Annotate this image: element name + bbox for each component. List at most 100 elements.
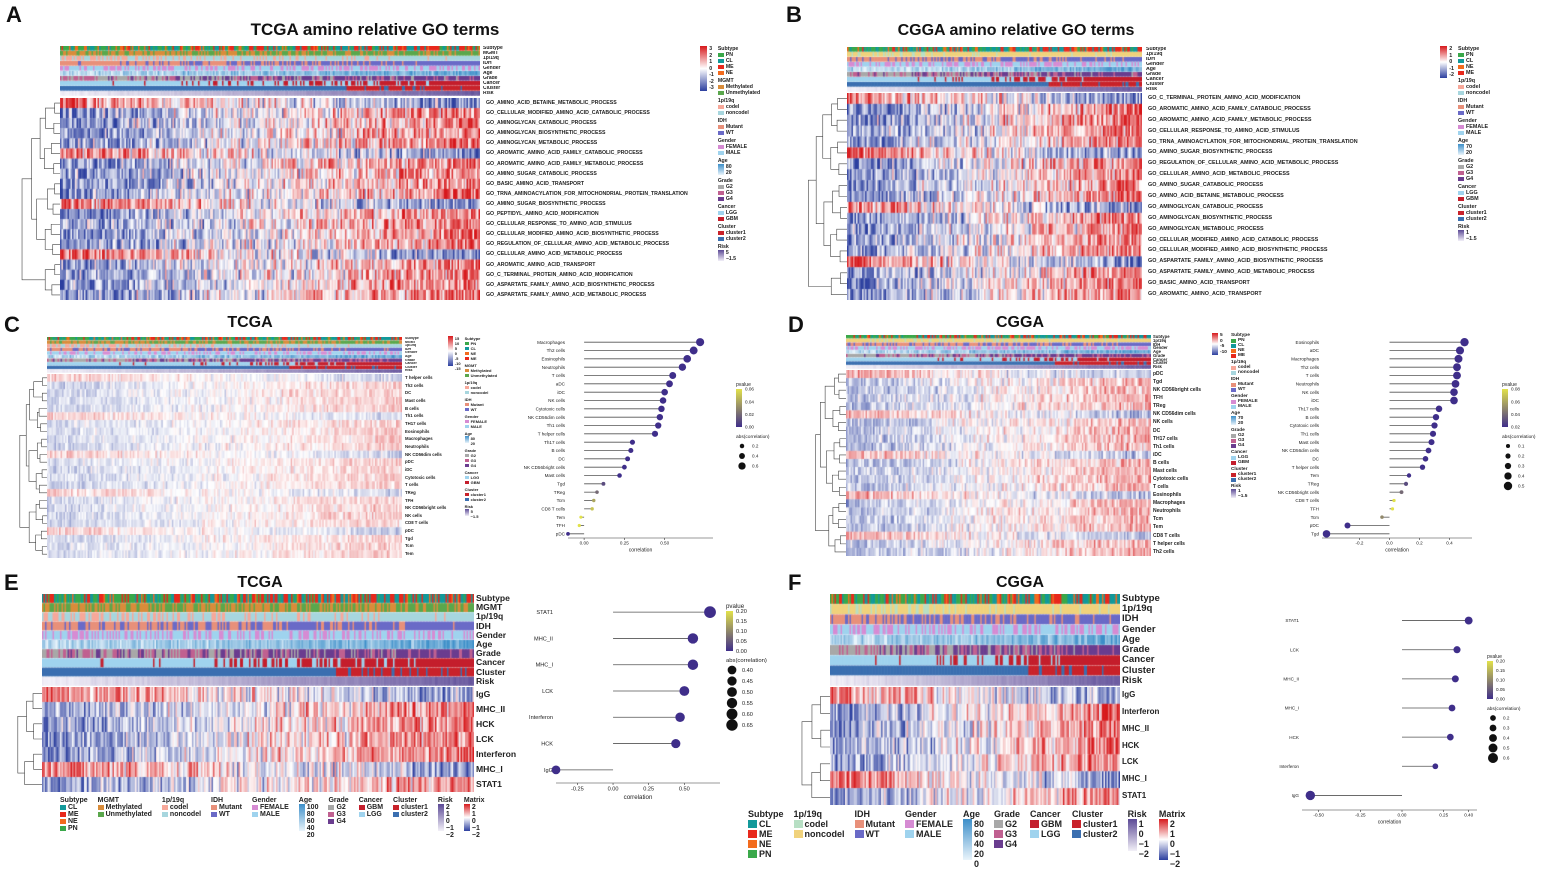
legend-item-label: cluster1: [470, 492, 486, 497]
row-label: Neutrophils: [1153, 508, 1181, 515]
legend-swatch: [717, 236, 724, 242]
annotation-label: Risk: [1146, 87, 1157, 92]
annotation-label: Gender: [1146, 62, 1165, 67]
legend-item: CL: [1457, 58, 1490, 64]
abs-legend-dot: [1488, 743, 1498, 753]
row-label: MHC_II: [1122, 723, 1150, 733]
legend-item-label: noncodel: [1465, 90, 1490, 96]
row-label: iDC: [1153, 451, 1162, 458]
dendrogram-branch: [834, 377, 839, 395]
row-label: pDC: [405, 459, 414, 465]
legend-item: NE: [1457, 64, 1490, 70]
legend-tick: 2: [471, 804, 476, 811]
legend-swatch: [905, 820, 915, 828]
row-label: Neutrophils: [405, 443, 429, 449]
legend-title: Cluster: [1072, 809, 1104, 819]
row-label: GO_CELLULAR_MODIFIED_AMINO_ACID_CATABOLI…: [1148, 236, 1319, 243]
dendrogram-branch: [31, 138, 41, 220]
legend-swatch: [793, 830, 803, 838]
row-label: GO_AMINO_ACID_BETAINE_METABOLIC_PROCESS: [1148, 193, 1284, 200]
legend-item: cluster1: [464, 492, 497, 497]
legend-item: PN: [717, 52, 760, 58]
legend-item-label: Unmethylated: [105, 811, 152, 818]
row-label: GO_AMINO_SUGAR_BIOSYNTHETIC_PROCESS: [1148, 149, 1273, 156]
legend-title: Gender: [464, 414, 479, 419]
annotation-label: 1p/19q: [405, 344, 417, 348]
legend-item-label: NE: [725, 70, 734, 76]
dendrogram-branch: [37, 412, 41, 428]
annotation-label: Gender: [405, 351, 418, 355]
lollipop-point: [1432, 763, 1439, 770]
annotation-label: Gender: [483, 66, 501, 71]
dendrogram-branch: [832, 410, 840, 427]
legend-item: cluster2: [1230, 477, 1259, 482]
y-tick-label: IgG: [544, 768, 553, 774]
legend-title: 1p/19q: [793, 809, 823, 819]
legend-tick: -5: [1220, 344, 1225, 350]
legend-title: Subtype: [748, 809, 784, 819]
panel-b-dendrogram: [808, 98, 848, 295]
legend-item-label: cluster2: [1083, 829, 1118, 839]
legend-title: Grade: [328, 797, 349, 804]
legend-item: noncodel: [717, 110, 760, 116]
y-tick-label: Cytotoxic cells: [1290, 423, 1320, 428]
legend-item: WT: [854, 829, 896, 839]
panel-e-annotation-bars: [42, 594, 474, 686]
legend-swatch: [464, 497, 469, 502]
legend-swatch: [1457, 164, 1464, 170]
legend-item: Unmethylated: [717, 90, 760, 96]
pvalue-tick: 0.15: [736, 619, 747, 625]
legend-item-label: cluster1: [1237, 472, 1257, 477]
legend-swatch: [1230, 438, 1236, 443]
legend-item-label: G4: [1005, 839, 1018, 849]
legend-tick: -5: [454, 356, 459, 361]
row-label: GO_REGULATION_OF_CELLULAR_AMINO_ACID_MET…: [1148, 160, 1339, 167]
y-tick-label: Th1 cells: [547, 423, 566, 428]
panel-label-f: F: [788, 570, 802, 595]
lollipop-point: [704, 606, 716, 619]
panel-e-title: TCGA: [237, 574, 283, 591]
legend-item-label: NE: [68, 818, 78, 825]
legend-swatch: [1457, 90, 1464, 96]
legend-item: noncodel: [1457, 90, 1490, 96]
legend-tick: −1: [1138, 839, 1149, 849]
legend-swatch: [748, 820, 757, 828]
row-label: TReg: [1153, 403, 1166, 410]
y-tick-label: Tem: [556, 515, 565, 520]
abs-legend-label: 0.5: [1503, 746, 1510, 751]
abs-legend-dot: [727, 676, 737, 686]
panel-d-row-labels: pDC Tgd NK CD56bright cells TFH TReg NK CD56d…: [1153, 370, 1217, 556]
row-label: Mast cells: [1153, 467, 1177, 474]
legend-item-label: WT: [725, 130, 734, 136]
legend-item-label: ME: [1465, 70, 1475, 76]
legend-item: G3: [1457, 170, 1490, 176]
row-label: GO_ASPARTATE_FAMILY_AMINO_ACID_BIOSYNTHE…: [1148, 258, 1324, 265]
legend-item: Methylated: [97, 804, 152, 811]
legend-item-label: G3: [336, 811, 346, 818]
legend-swatch: [717, 64, 724, 70]
legend-tick: −2: [1138, 849, 1149, 859]
lollipop-point: [679, 686, 690, 696]
annotation-label: Cluster: [476, 667, 506, 677]
legend-item: NE: [748, 839, 784, 849]
legend-item-label: GBM: [366, 804, 384, 811]
abs-legend-label: 0.65: [742, 723, 753, 729]
legend-item: noncodel: [793, 829, 845, 839]
abs-legend-dot: [1504, 462, 1512, 470]
dendrogram-branch: [44, 148, 54, 169]
legend-item: codel: [464, 385, 497, 390]
legend-title: Age: [1230, 411, 1240, 416]
legend-swatch: [717, 196, 724, 202]
row-label: Eosinophils: [405, 428, 430, 434]
y-tick-label: Tgd: [1311, 531, 1319, 536]
annotation-label: Cancer: [476, 658, 506, 668]
abs-legend-label: 0.1: [1518, 444, 1525, 449]
pvalue-gradient: [1487, 661, 1493, 699]
dendrogram-branch: [838, 185, 848, 197]
legend-item: ME: [464, 356, 497, 361]
legend-title: Age: [1457, 138, 1469, 144]
legend-item: LGG: [1457, 190, 1490, 196]
abs-legend-dot: [1488, 753, 1498, 763]
abs-legend-label: 0.45: [742, 679, 753, 685]
y-tick-label: Eosinophils: [1296, 340, 1320, 345]
